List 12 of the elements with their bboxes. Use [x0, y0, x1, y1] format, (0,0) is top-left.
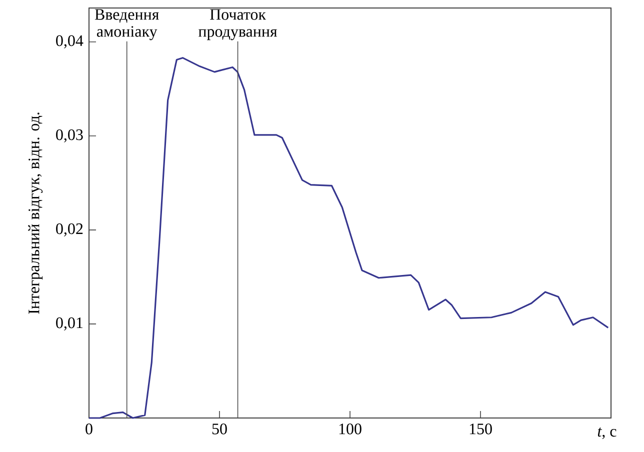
y-tick-label: 0,03 [56, 129, 83, 142]
ref-line-label: Введення амоніаку [94, 9, 159, 40]
x-tick-label: 150 [470, 424, 492, 434]
x-tick-label: 0 [86, 424, 92, 434]
x-axis-title: t, с [598, 428, 616, 440]
ref-line-label: Початок продування [198, 9, 278, 40]
y-tick-label: 0,04 [56, 35, 84, 48]
y-tick-label: 0,02 [56, 223, 83, 236]
x-tick-label: 100 [339, 424, 362, 434]
y-axis-title: Інтегральний відгук, відн. од. [28, 112, 43, 314]
y-tick-label: 0,01 [56, 317, 83, 331]
x-tick-label: 50 [212, 424, 227, 434]
